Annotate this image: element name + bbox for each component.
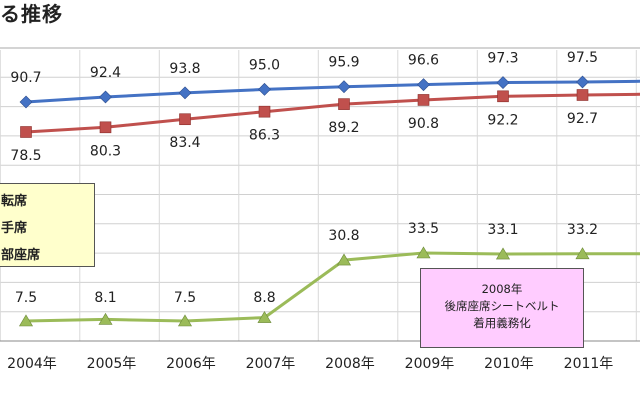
data-label: 30.8: [328, 228, 359, 244]
marker-diamond: [258, 82, 271, 96]
x-tick-labels: 2004年 2005年 2006年 2007年 2008年 2009年 2010年 2011年: [7, 356, 613, 372]
data-label: 7.5: [15, 290, 37, 306]
data-label: 33.5: [408, 221, 439, 237]
data-label: 7.5: [174, 290, 196, 306]
marker-triangle: [416, 246, 431, 259]
data-label: 89.2: [328, 120, 359, 136]
marker-square: [20, 126, 32, 138]
marker-diamond: [19, 95, 33, 109]
marker-diamond: [496, 76, 510, 90]
marker-diamond: [99, 90, 112, 104]
x-tick-label: 2005年: [87, 356, 137, 372]
marker-triangle: [336, 253, 352, 266]
marker-square: [258, 105, 271, 118]
data-label: 95.0: [249, 57, 280, 73]
annotation-note: 2008年 後席座席シートベルト 着用義務化: [420, 268, 584, 348]
marker-diamond: [417, 78, 430, 92]
series-line-1: [25, 79, 640, 104]
data-label: 78.5: [10, 148, 41, 164]
x-tick-label: 2010年: [484, 356, 534, 372]
data-labels: 90.7 92.4 93.8 95.0 95.9 96.6 97.3 97.5 78.5 80.3…: [10, 50, 598, 306]
x-tick-label: 2006年: [166, 356, 216, 372]
marker-triangle: [575, 247, 590, 260]
marker-square: [497, 90, 509, 103]
series-markers: [18, 75, 590, 327]
data-label: 92.4: [90, 65, 121, 81]
marker-square: [338, 98, 350, 110]
marker-triangle: [18, 314, 34, 327]
data-label: 83.4: [169, 135, 200, 151]
data-label: 97.5: [567, 50, 598, 66]
chart-title: る推移: [0, 2, 63, 26]
data-label: 93.8: [169, 61, 200, 77]
marker-triangle: [98, 312, 113, 325]
note-line-year: 2008年: [481, 282, 523, 296]
data-label: 8.1: [94, 290, 116, 306]
data-label: 90.8: [408, 116, 439, 132]
marker-square: [417, 94, 430, 106]
x-tick-label: 2009年: [405, 356, 455, 372]
marker-triangle: [495, 247, 511, 260]
marker-square: [179, 113, 191, 126]
note-line-rule: 後席座席シートベルト: [444, 299, 560, 313]
legend-item-passenger: 手席: [1, 221, 28, 236]
x-tick-label: 2007年: [246, 356, 296, 372]
x-tick-label: 2011年: [564, 356, 614, 372]
marker-triangle: [177, 314, 193, 327]
data-label: 90.7: [10, 70, 41, 86]
marker-diamond: [178, 86, 192, 100]
data-label: 8.8: [253, 290, 275, 306]
x-tick-label: 2008年: [325, 356, 375, 372]
data-label: 95.9: [328, 55, 359, 71]
legend: 転席 手席 部座席: [0, 183, 95, 267]
data-label: 86.3: [249, 128, 280, 144]
marker-diamond: [337, 80, 351, 94]
data-label: 96.6: [408, 53, 439, 69]
note-line-mandate: 着用義務化: [473, 316, 531, 330]
marker-square: [576, 89, 589, 101]
data-label: 97.3: [487, 51, 518, 67]
legend-item-rear-seat: 部座席: [1, 248, 41, 263]
x-tick-label: 2004年: [7, 356, 57, 372]
data-label: 33.1: [487, 222, 518, 238]
data-label: 33.2: [567, 222, 598, 238]
marker-triangle: [257, 311, 272, 323]
data-label: 80.3: [90, 143, 121, 159]
legend-item-driver: 転席: [1, 194, 28, 209]
marker-diamond: [576, 75, 589, 89]
data-label: 92.2: [487, 112, 518, 128]
data-label: 92.7: [567, 111, 598, 127]
marker-square: [99, 121, 112, 134]
